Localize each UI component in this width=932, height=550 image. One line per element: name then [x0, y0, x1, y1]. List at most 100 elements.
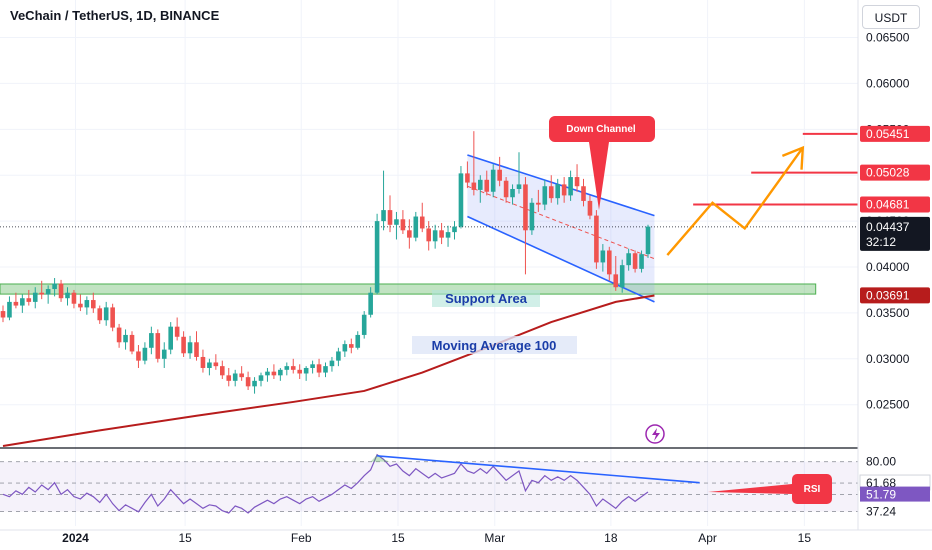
- candle-body: [394, 219, 399, 225]
- x-tick-label: 15: [391, 531, 405, 545]
- candle-body: [355, 334, 361, 348]
- candle-body: [555, 184, 560, 199]
- candle-body: [607, 250, 612, 275]
- x-tick-label: 2024: [62, 531, 89, 545]
- candle-body: [342, 344, 348, 352]
- y-tick-label: 0.03000: [866, 352, 910, 366]
- candle-body: [626, 253, 631, 266]
- chart-title: VeChain / TetherUS, 1D, BINANCE: [10, 8, 220, 23]
- candle-body: [97, 308, 103, 321]
- candle-body: [381, 210, 386, 222]
- candle-body: [542, 186, 548, 205]
- candle-body: [349, 344, 354, 348]
- candle-body: [45, 289, 51, 295]
- candle-body: [194, 342, 199, 357]
- candle-body: [123, 334, 128, 343]
- candle-body: [632, 253, 638, 269]
- candle-body: [39, 292, 44, 295]
- y-tick-label: 0.02500: [866, 398, 910, 412]
- price-axis-bg: [858, 0, 932, 550]
- candle-body: [13, 301, 19, 306]
- candle-body: [419, 216, 425, 229]
- projection-arrowhead: [781, 145, 805, 170]
- rsi-level-label: 61.68: [866, 476, 896, 490]
- candles: [0, 131, 651, 394]
- candle-body: [581, 186, 586, 201]
- candle-body: [336, 351, 341, 361]
- candle-body: [310, 364, 315, 368]
- rsi-level-label: 80.00: [866, 455, 896, 469]
- candle-body: [361, 314, 367, 335]
- candle-body: [303, 367, 309, 374]
- candle-body: [278, 369, 283, 376]
- candle-body: [561, 184, 567, 196]
- x-tick-label: Feb: [291, 531, 312, 545]
- candle-body: [413, 216, 419, 238]
- current-price-tag: 0.04437: [866, 220, 910, 234]
- annotations: Down Channel Support Area Moving Average 1…: [412, 116, 665, 444]
- candle-body: [516, 184, 522, 189]
- candle-body: [548, 186, 554, 199]
- ma100-label-bg: [412, 336, 577, 354]
- rsi-overbought-fill: [3, 454, 648, 462]
- candle-body: [0, 311, 6, 318]
- candle-body: [265, 371, 270, 376]
- candle-body: [174, 326, 180, 337]
- candle-body: [200, 356, 206, 368]
- candle-body: [32, 292, 38, 302]
- candle-body: [207, 362, 212, 368]
- candle-body: [103, 307, 109, 321]
- candle-body: [149, 333, 154, 348]
- candle-body: [155, 333, 161, 359]
- candle-body: [239, 373, 244, 378]
- x-tick-label: 15: [798, 531, 812, 545]
- candle-body: [329, 360, 335, 367]
- candle-body: [316, 364, 322, 373]
- candle-body: [510, 188, 515, 198]
- candle-body: [252, 380, 257, 387]
- candle-body: [136, 351, 141, 361]
- support-area-label: Support Area: [445, 291, 528, 306]
- candle-body: [26, 298, 32, 302]
- resistance-price-tag: 0.05028: [866, 166, 910, 180]
- candle-body: [52, 283, 57, 290]
- rsi-pane: RSI: [0, 453, 858, 514]
- y-tick-label: 0.06500: [866, 31, 910, 45]
- grid-lines: [0, 0, 932, 526]
- candle-body: [290, 366, 296, 370]
- ma100-price-tag-bg: [860, 287, 930, 304]
- rsi-band: [0, 461, 858, 512]
- lightning-glyph: [652, 428, 660, 441]
- currency-button[interactable]: USDT: [862, 5, 920, 29]
- candle-body: [91, 300, 96, 309]
- candle-body: [407, 230, 412, 238]
- candle-body: [161, 349, 167, 359]
- candle-body: [187, 342, 193, 354]
- candle-body: [471, 182, 477, 190]
- rsi-level-label: 37.24: [866, 505, 896, 519]
- candle-body: [245, 377, 251, 387]
- candle-body: [110, 307, 115, 328]
- candle-body: [432, 230, 438, 242]
- candle-body: [129, 334, 135, 352]
- candle-body: [58, 283, 64, 299]
- candle-body: [20, 298, 25, 306]
- candle-body: [445, 232, 451, 238]
- candle-body: [497, 169, 502, 181]
- ma100-label: Moving Average 100: [432, 338, 557, 353]
- candle-body: [168, 326, 173, 350]
- candle-body: [639, 254, 644, 269]
- candle-body: [71, 292, 77, 304]
- resistance-price-tag: 0.05451: [866, 127, 910, 141]
- candle-body: [465, 173, 470, 183]
- down-channel-upper: [467, 154, 655, 217]
- candle-body: [574, 177, 580, 187]
- candle-body: [523, 184, 528, 231]
- y-tick-label: 0.03500: [866, 306, 910, 320]
- candle-body: [368, 292, 373, 315]
- support-area-label-bg: [432, 290, 540, 307]
- candle-body: [529, 202, 535, 231]
- candle-body: [503, 180, 509, 198]
